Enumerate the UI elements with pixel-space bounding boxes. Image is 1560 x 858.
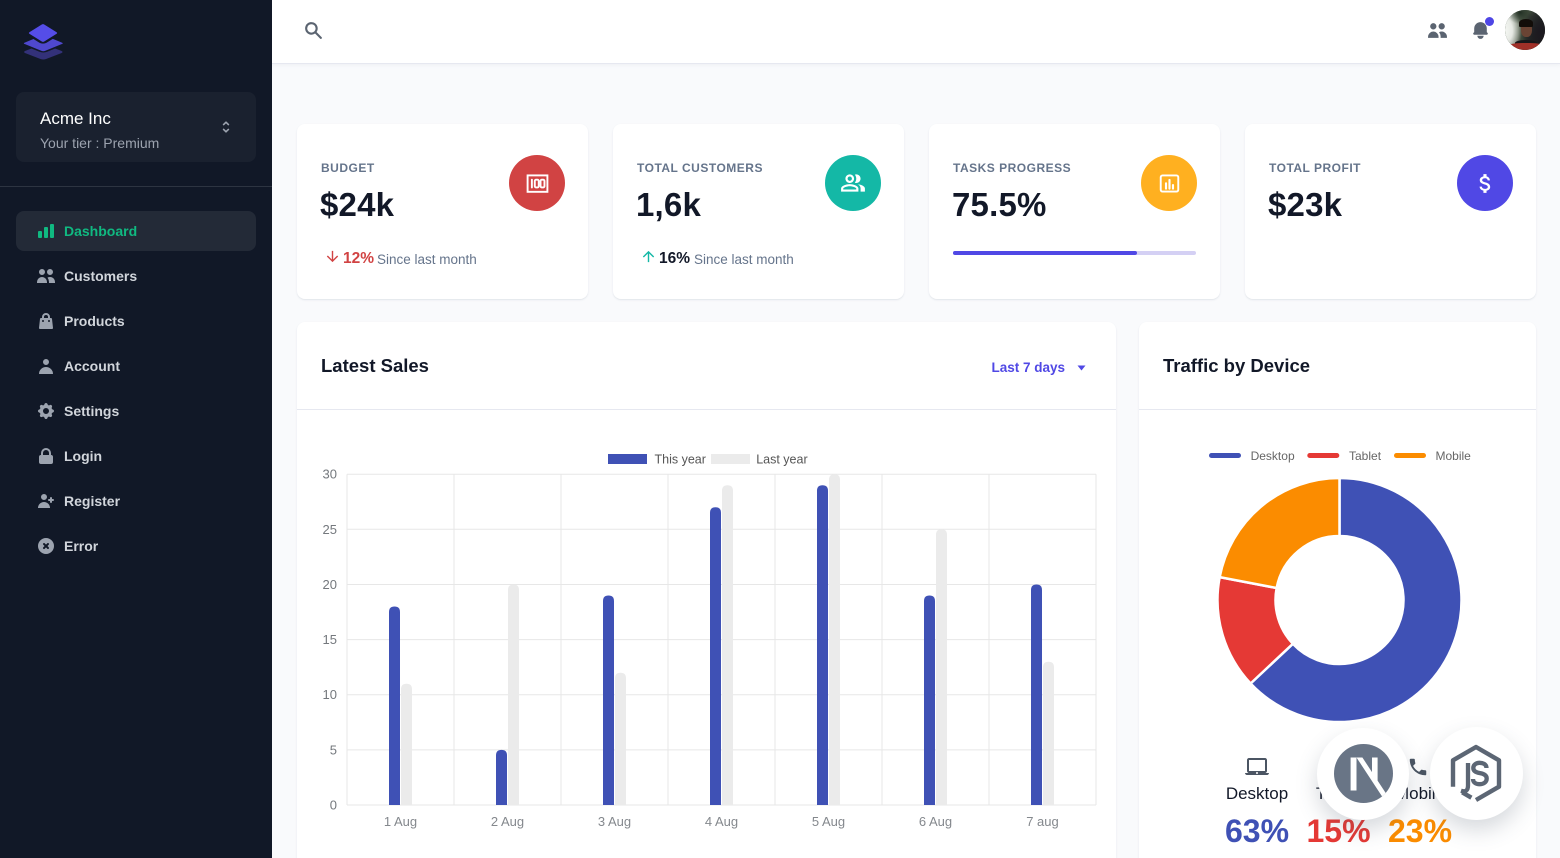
svg-text:Desktop: Desktop [1251, 449, 1295, 463]
svg-text:6 Aug: 6 Aug [919, 814, 952, 829]
svg-text:25: 25 [323, 522, 337, 537]
svg-text:Tablet: Tablet [1349, 449, 1382, 463]
svg-text:7 aug: 7 aug [1026, 814, 1059, 829]
svg-text:5: 5 [330, 742, 337, 757]
svg-text:0: 0 [330, 798, 337, 813]
svg-text:15: 15 [323, 632, 337, 647]
svg-text:5 Aug: 5 Aug [812, 814, 845, 829]
svg-text:2 Aug: 2 Aug [491, 814, 524, 829]
svg-text:Last year: Last year [756, 453, 807, 467]
svg-text:30: 30 [323, 467, 337, 482]
svg-text:1 Aug: 1 Aug [384, 814, 417, 829]
svg-text:This year: This year [655, 453, 706, 467]
svg-text:20: 20 [323, 577, 337, 592]
svg-text:Mobile: Mobile [1436, 449, 1472, 463]
svg-text:3 Aug: 3 Aug [598, 814, 631, 829]
svg-text:4 Aug: 4 Aug [705, 814, 738, 829]
svg-text:10: 10 [323, 687, 337, 702]
